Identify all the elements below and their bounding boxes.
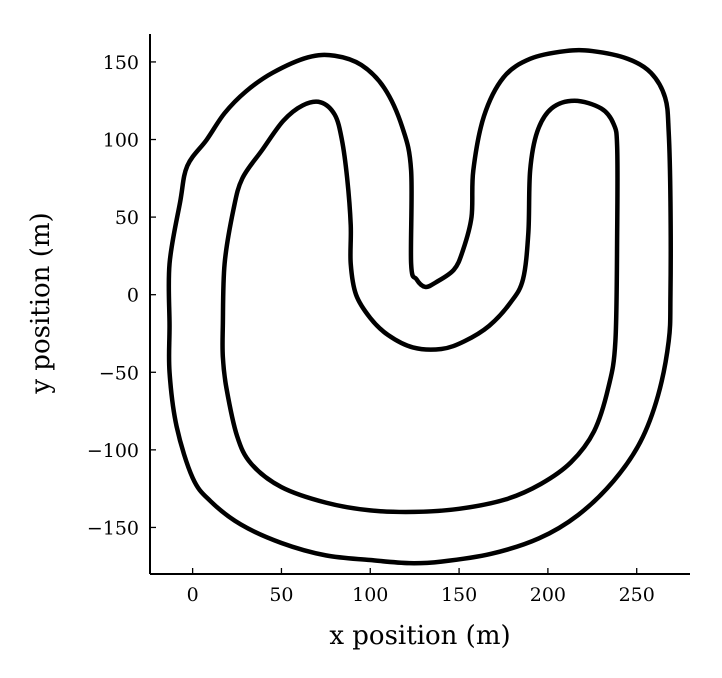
y-tick-label: 100 [103, 130, 139, 152]
x-tick-label: 50 [269, 584, 293, 606]
y-tick-label: 0 [127, 285, 139, 307]
x-axis-title: x position (m) [329, 621, 510, 651]
plot-area: 0 50 100 150 200 250 150 100 50 0 −50 −100 −150 [87, 34, 690, 606]
x-tick-label: 100 [352, 584, 388, 606]
track-series [166, 47, 673, 566]
y-tick-label: −150 [87, 517, 139, 539]
x-tick-label: 250 [619, 584, 655, 606]
y-ticks: 150 100 50 0 −50 −100 −150 [87, 52, 156, 539]
x-tick-label: 200 [530, 584, 566, 606]
y-tick-label: −100 [87, 440, 139, 462]
x-tick-label: 150 [441, 584, 477, 606]
y-tick-label: −50 [99, 362, 139, 384]
outer-track-boundary [166, 47, 673, 566]
y-tick-label: 50 [115, 207, 139, 229]
x-ticks: 0 50 100 150 200 250 [187, 568, 655, 606]
inner-track-boundary [220, 98, 620, 515]
y-tick-label: 150 [103, 52, 139, 74]
x-tick-label: 0 [187, 584, 199, 606]
y-axis-title: y position (m) [26, 212, 56, 394]
